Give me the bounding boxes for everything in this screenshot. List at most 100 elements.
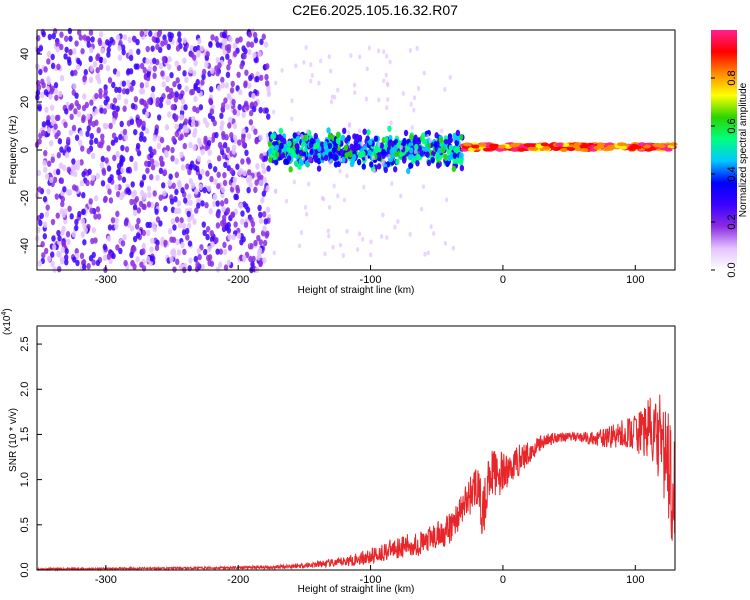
spectrogram-cell — [81, 208, 86, 215]
spectrogram-cell — [115, 190, 121, 198]
spectrogram-cell — [43, 149, 48, 157]
spectrogram-cell — [350, 158, 356, 165]
spectrogram-cell — [382, 78, 386, 84]
spectrogram-cell — [361, 236, 365, 242]
spectrogram-cell — [252, 51, 257, 59]
spectrogram-cell — [129, 118, 135, 126]
spectrogram-cell — [187, 215, 192, 223]
spectrogram-cell — [527, 146, 536, 151]
spectrogram-cell — [229, 87, 235, 94]
spectrogram-cell — [141, 174, 147, 181]
spectrogram-cell — [46, 58, 51, 65]
spectrogram-cell — [156, 31, 162, 38]
spectrogram-cell — [68, 49, 73, 56]
spectrogram-cell — [205, 233, 210, 241]
spectrogram-cell — [253, 36, 259, 44]
spectrogram-cell — [198, 183, 203, 191]
spectrogram-cell — [309, 62, 313, 67]
y-tick-label: 0 — [19, 147, 31, 153]
spectrogram-cell — [98, 88, 103, 95]
spectrogram-cell — [250, 227, 256, 234]
spectrogram-cell — [223, 161, 228, 169]
spectrogram-cell — [87, 168, 92, 175]
spectrogram-cell — [43, 66, 48, 73]
spectrogram-cell — [189, 89, 194, 96]
spectrogram-cell — [435, 162, 441, 169]
snr-panel: -300 -200 -100 0 100 0.0 0.5 1.0 1.5 2.0 2.5 Heig… — [1, 308, 676, 595]
spectrogram-cell — [78, 34, 84, 41]
spectrogram-cell — [150, 85, 156, 93]
spectrogram-cell — [141, 242, 146, 250]
spectrogram-cell — [93, 213, 98, 220]
spectrogram-cell — [348, 151, 353, 158]
spectrogram-cell — [364, 155, 369, 161]
spectrogram-cell — [187, 265, 192, 272]
colorbar-gradient — [711, 30, 737, 270]
spectrogram-cell — [287, 140, 292, 147]
spectrogram-cell — [86, 263, 91, 270]
spectrogram-cell — [226, 64, 231, 71]
spectrogram-cell — [386, 97, 390, 103]
spectrogram-cell — [93, 195, 99, 202]
spectrogram-cell — [96, 213, 102, 220]
spectrogram-cell — [298, 149, 304, 157]
spectrogram-cell — [195, 261, 200, 268]
spectrogram-cell — [174, 158, 179, 165]
y-tick-label: 0.5 — [19, 517, 31, 532]
spectrogram-cell — [44, 106, 49, 113]
spectrogram-cell — [180, 98, 186, 105]
spectrogram-cell — [111, 81, 116, 89]
spectrogram-cell — [155, 239, 160, 246]
spectrogram-cell — [39, 212, 44, 219]
spectrogram-cell — [57, 251, 62, 258]
spectrogram-cell — [41, 30, 46, 38]
spectrogram-cell — [146, 201, 152, 208]
spectrogram-cell — [332, 183, 336, 189]
spectrogram-cell — [292, 132, 297, 139]
spectrogram-cell — [196, 50, 201, 57]
spectrogram-cell — [215, 222, 221, 229]
spectrogram-cell — [88, 55, 93, 63]
spectrogram-cell — [205, 254, 211, 262]
spectrogram-cell — [114, 223, 119, 230]
spectrogram-cell — [98, 92, 103, 99]
spectrogram-cell — [79, 252, 85, 260]
spectrogram-cell — [107, 77, 113, 84]
spectrogram-cell — [163, 205, 168, 213]
spectrogram-cell — [221, 214, 227, 221]
spectrogram-cell — [256, 234, 261, 242]
spectrogram-cell — [212, 166, 218, 173]
spectrogram-cell — [375, 145, 380, 152]
spectrogram-cell — [66, 136, 71, 144]
spectrogram-cell — [160, 160, 165, 167]
spectrogram-cell — [174, 216, 180, 223]
spectrogram-cell — [87, 119, 93, 127]
spectrogram-cell — [555, 142, 564, 147]
spectrogram-cell — [189, 44, 194, 52]
spectrogram-cell — [338, 242, 343, 248]
spectrogram-cell — [209, 230, 215, 237]
spectrogram-cell — [408, 147, 414, 154]
spectrogram-cell — [300, 133, 304, 139]
spectrogram-cell — [155, 43, 160, 51]
spectrogram-cell — [185, 126, 190, 134]
x-tick-label: 100 — [626, 574, 644, 586]
spectrogram-cell — [102, 196, 108, 204]
spectrogram-cell — [369, 252, 373, 258]
colorbar: 0.0 0.2 0.4 0.6 0.8 Normalized spectral ampl… — [711, 30, 749, 278]
spectrogram-cell — [98, 63, 104, 71]
spectrogram-cell — [149, 173, 154, 181]
spectrogram-cell — [158, 167, 164, 175]
spectrogram-cell — [241, 127, 246, 135]
spectrogram-cell — [179, 151, 184, 159]
spectrogram-cell — [52, 243, 57, 251]
y-tick-label: 40 — [19, 48, 31, 60]
spectrogram-cell — [109, 174, 114, 181]
spectrogram-cell — [46, 76, 51, 83]
spectrogram-cell — [100, 47, 105, 54]
spectrogram-cell — [231, 98, 236, 106]
spectrogram-cell — [89, 99, 94, 106]
spectrogram-cell — [178, 123, 183, 130]
spectrogram-cell — [135, 232, 141, 239]
spectrogram-cell — [114, 184, 119, 191]
